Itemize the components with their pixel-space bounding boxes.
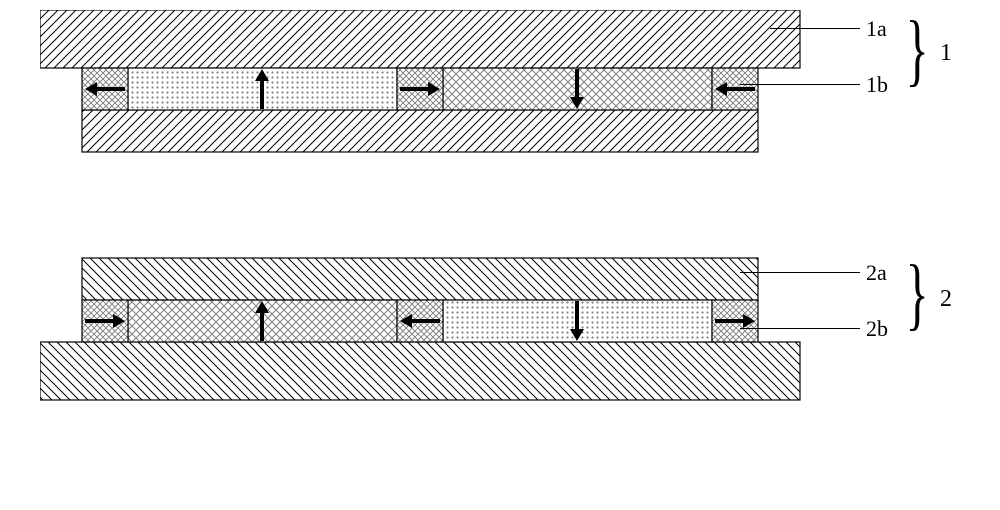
leader-1a: [770, 28, 860, 29]
label-2a: 2a: [866, 260, 887, 286]
label-2: 2: [940, 286, 952, 313]
label-1: 1: [940, 40, 952, 67]
leader-2b: [740, 328, 860, 329]
label-1a: 1a: [866, 16, 887, 42]
diagram-svg: [40, 10, 820, 410]
label-2b: 2b: [866, 316, 888, 342]
label-1b: 1b: [866, 72, 888, 98]
brace-2: }: [906, 254, 929, 334]
brace-1: }: [906, 10, 929, 90]
leader-1b: [740, 84, 860, 85]
leader-2a: [740, 272, 860, 273]
diagram-stage: 1a 1b } 1 2a 2b } 2: [40, 10, 960, 500]
